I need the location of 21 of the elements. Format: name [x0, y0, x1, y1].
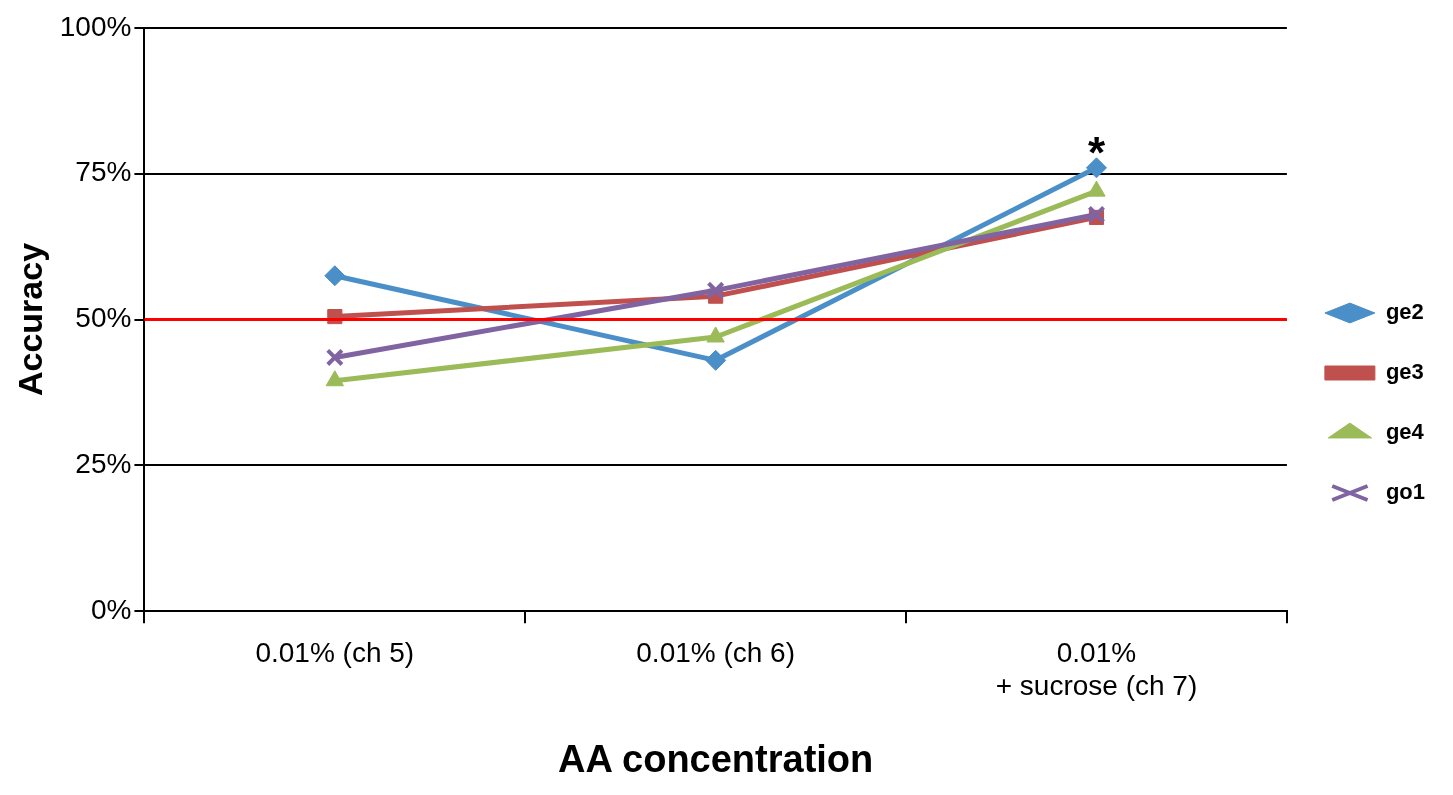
legend-label: ge2 — [1385, 299, 1424, 325]
y-tick-label: 25% — [75, 448, 132, 480]
point — [705, 349, 727, 371]
annotation: * — [1087, 127, 1106, 177]
legend-label: go1 — [1385, 479, 1426, 505]
legend-label: ge4 — [1385, 419, 1425, 445]
point — [1087, 205, 1106, 224]
x-tick-label: 0.01% (ch 6) — [636, 636, 796, 668]
x-tick-label: 0.01% (ch 5) — [255, 636, 415, 668]
point — [324, 265, 346, 287]
y-tick-label: 100% — [59, 10, 132, 42]
y-tick-label: 75% — [75, 156, 132, 188]
point — [325, 348, 344, 367]
x-tick-label: 0.01% + sucrose (ch 7) — [995, 636, 1198, 702]
legend-label: ge3 — [1385, 359, 1424, 385]
y-axis-title: Accuracy — [10, 242, 49, 397]
point — [1085, 157, 1107, 179]
x-axis-title: AA concentration — [558, 737, 874, 780]
point — [706, 281, 725, 300]
y-tick-label: 0% — [90, 593, 132, 625]
y-tick-label: 50% — [75, 302, 132, 334]
